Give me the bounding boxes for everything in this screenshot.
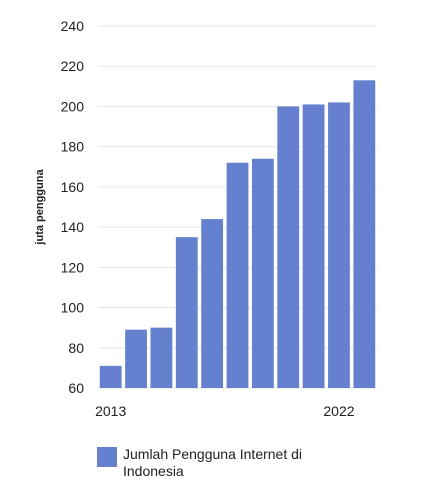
bar-2020 — [277, 106, 300, 388]
y-tick-label: 80 — [68, 340, 84, 356]
bar-2018 — [226, 162, 249, 388]
bar-2019 — [251, 158, 274, 388]
bar-2013 — [99, 365, 122, 388]
y-tick-label: 220 — [61, 58, 85, 74]
bar-2023 — [353, 80, 376, 389]
bar-2021 — [302, 104, 325, 388]
y-tick-label: 160 — [61, 179, 85, 195]
y-tick-label: 180 — [61, 139, 85, 155]
bar-2017 — [201, 219, 224, 388]
bar-2016 — [175, 237, 198, 388]
bar-2014 — [125, 329, 147, 388]
legend-label: Jumlah Pengguna Internet di Indonesia — [123, 446, 303, 479]
y-tick-label: 100 — [61, 300, 85, 316]
x-tick-label: 2022 — [323, 403, 354, 419]
legend-swatch — [97, 447, 117, 467]
y-tick-label: 240 — [61, 18, 85, 34]
y-tick-label: 200 — [61, 98, 85, 114]
bar-2022 — [328, 102, 350, 388]
y-axis-ticks: 60 80 100 120 140 160 180 200 220 240 — [61, 18, 85, 396]
bar-2015 — [150, 327, 173, 388]
bars — [99, 80, 376, 389]
bar-chart: 60 80 100 120 140 160 180 200 220 240 2013 2022 ju… — [34, 18, 377, 419]
y-tick-label: 140 — [61, 219, 85, 235]
y-tick-label: 120 — [61, 259, 85, 275]
legend: Jumlah Pengguna Internet di Indonesia — [97, 446, 337, 480]
x-axis-ticks: 2013 2022 — [95, 403, 355, 419]
y-tick-label: 60 — [68, 380, 84, 396]
y-axis-label: juta pengguna — [34, 169, 46, 246]
x-tick-label: 2013 — [95, 403, 126, 419]
